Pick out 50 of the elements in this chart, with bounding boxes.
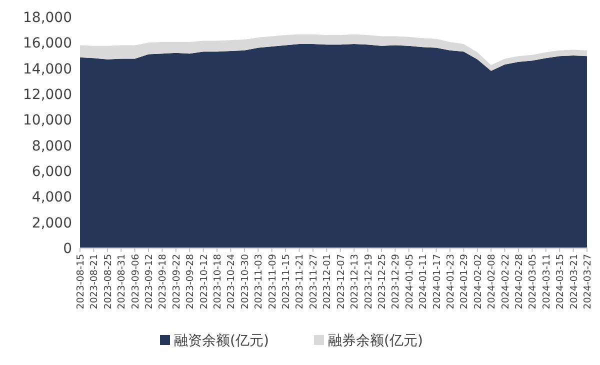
x-tick-label: 2023-11-09	[267, 254, 278, 310]
x-tick-label: 2023-10-24	[226, 254, 238, 310]
y-tick-label: 12,000	[23, 87, 72, 103]
y-tick-label: 16,000	[23, 36, 72, 52]
x-tick-label: 2024-03-11	[541, 254, 552, 310]
y-tick-label: 10,000	[23, 112, 72, 129]
x-tick-label: 2023-12-07	[336, 254, 347, 310]
x-tick-label: 2023-08-21	[89, 254, 100, 310]
x-tick-label: 2024-03-21	[568, 254, 580, 310]
x-tick-label: 2024-01-05	[404, 254, 416, 310]
x-tick-label: 2023-09-06	[130, 254, 142, 310]
x-tick-label: 2023-12-25	[376, 254, 388, 310]
legend-item: 融券余额(亿元)	[314, 333, 423, 349]
y-tick-label: 0	[63, 241, 72, 257]
x-tick-label: 2023-12-01	[322, 254, 334, 310]
y-tick-label: 18,000	[23, 10, 72, 26]
x-tick-label: 2024-03-27	[582, 254, 594, 310]
x-tick-label: 2023-11-27	[308, 254, 320, 310]
x-tick-label: 2023-10-12	[198, 254, 210, 310]
x-tick-label: 2023-11-15	[281, 254, 292, 310]
legend-item: 融资余额(亿元)	[160, 333, 269, 349]
x-tick-label: 2024-01-29	[459, 254, 470, 310]
y-tick-label: 6,000	[32, 164, 72, 180]
x-tick-label: 2024-03-15	[555, 254, 566, 310]
x-tick-label: 2023-12-13	[350, 254, 361, 310]
x-tick-label: 2024-02-22	[500, 254, 512, 310]
x-tick-label: 2023-11-21	[294, 254, 306, 310]
y-tick-label: 2,000	[32, 215, 72, 232]
x-tick-label: 2023-08-31	[116, 254, 128, 310]
x-tick-label: 2023-09-28	[185, 254, 196, 310]
x-tick-label: 2023-12-29	[390, 254, 402, 310]
x-tick-label: 2024-03-05	[528, 254, 539, 310]
x-tick-label: 2024-01-23	[445, 254, 456, 310]
x-tick-label: 2024-01-17	[432, 254, 443, 310]
y-tick-label: 8,000	[32, 138, 72, 154]
x-tick-label: 2023-12-19	[363, 254, 374, 310]
x-tick-label: 2023-10-30	[240, 254, 251, 310]
y-tick-label: 14,000	[23, 61, 72, 78]
x-tick-label: 2023-09-12	[144, 254, 156, 310]
x-tick-label: 2023-09-18	[158, 254, 169, 310]
x-tick-label: 2024-02-02	[472, 254, 484, 310]
x-tick-label: 2023-10-18	[212, 254, 224, 310]
x-tick-label: 2023-11-03	[254, 254, 265, 310]
x-tick-label: 2024-01-11	[418, 254, 430, 310]
x-tick-label: 2023-08-25	[102, 254, 114, 310]
y-tick-label: 4,000	[32, 190, 72, 206]
x-tick-label: 2023-09-22	[171, 254, 182, 310]
x-tick-label: 2024-02-28	[514, 254, 525, 310]
x-tick-label: 2024-02-08	[486, 254, 498, 310]
x-tick-label: 2023-08-15	[76, 254, 86, 310]
